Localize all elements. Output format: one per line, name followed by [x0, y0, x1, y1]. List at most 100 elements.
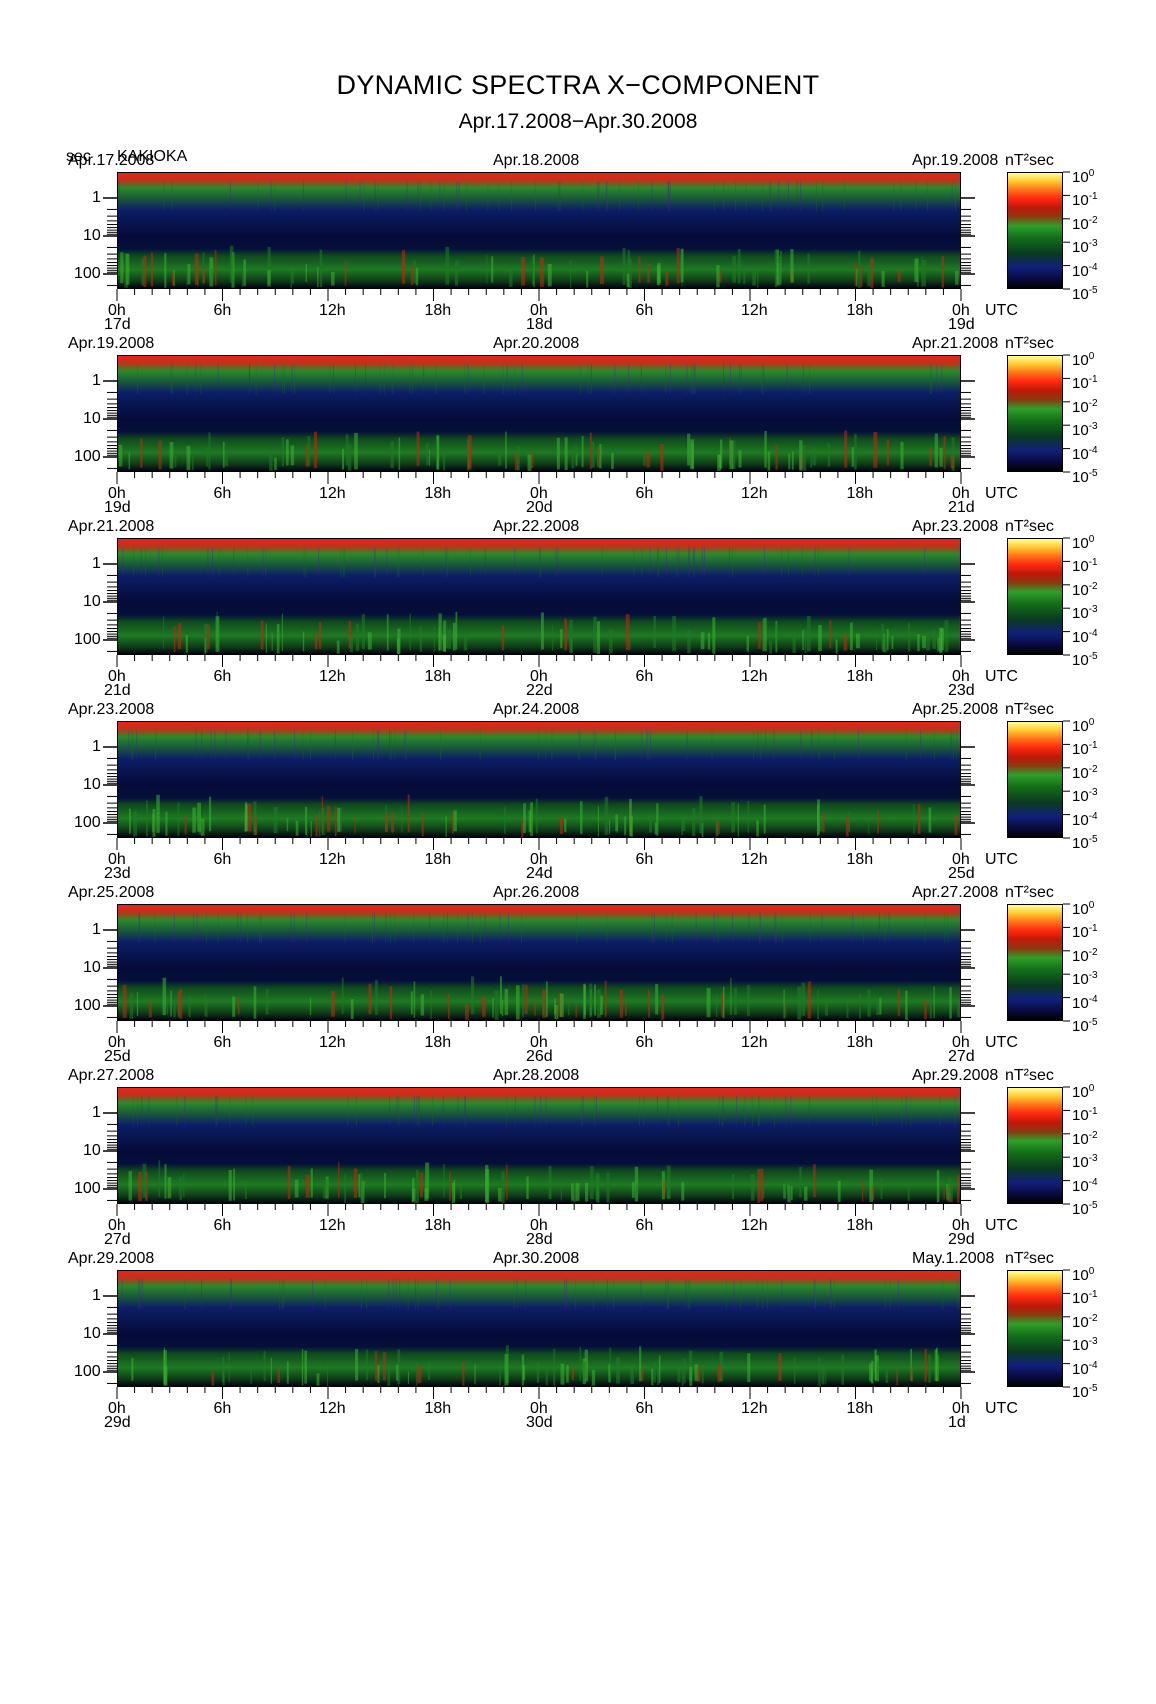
day-label: 30d: [526, 1414, 553, 1431]
x-tick-label: 0h: [952, 668, 970, 685]
x-tick-label: 0h: [108, 485, 126, 502]
colorbar-tick-base: 10: [1072, 558, 1089, 576]
colorbar-tick-base: 10: [1072, 1313, 1089, 1331]
x-tick-label: 0h: [530, 668, 548, 685]
x-tick-label: 12h: [741, 668, 768, 685]
colorbar-tick-base: 10: [1072, 169, 1089, 186]
spectrogram-panel: Apr.17.2008 Apr.18.2008 Apr.19.2008 nT²sec 1…: [0, 153, 1156, 336]
x-tick-label: 6h: [635, 1400, 654, 1417]
x-unit-label: UTC: [985, 851, 1018, 868]
panel-date-right: May.1.2008: [912, 1250, 995, 1267]
colorbar-tick-exponent: -1: [1088, 923, 1098, 935]
colorbar-tick-exponent: -3: [1088, 1153, 1098, 1165]
y-tick-label: 10: [83, 227, 101, 244]
colorbar-tick-label: 10-3: [1072, 785, 1098, 805]
day-label: 28d: [526, 1231, 553, 1248]
panel-date-left: Apr.25.2008: [68, 884, 155, 901]
x-tick-label: 12h: [319, 1217, 346, 1234]
y-tick-label: 1: [92, 189, 101, 206]
colorbar-tick-label: 10-4: [1072, 443, 1098, 463]
colorbar-tick-exponent: -3: [1088, 604, 1098, 616]
colorbar-axis: [1063, 720, 1070, 839]
colorbar-tick-exponent: 0: [1088, 900, 1095, 911]
colorbar-tick-label: 10-1: [1072, 372, 1098, 392]
colorbar-tick-exponent: -4: [1088, 261, 1098, 273]
colorbar-tick-label: 10-3: [1072, 1334, 1098, 1354]
colorbar-tick-base: 10: [1072, 352, 1089, 369]
y-tick-label: 100: [74, 814, 101, 831]
x-tick-label: 0h: [108, 668, 126, 685]
x-tick-label: 18h: [424, 668, 452, 685]
day-label: 23d: [104, 865, 131, 882]
x-tick-label: 18h: [846, 851, 874, 868]
colorbar-tick-exponent: -2: [1088, 946, 1098, 958]
chart-title: DYNAMIC SPECTRA X−COMPONENT: [336, 70, 820, 100]
colorbar-tick-exponent: -2: [1088, 580, 1098, 592]
x-tick-label: 18h: [424, 1034, 452, 1051]
colorbar-tick-label: 10-2: [1072, 396, 1098, 416]
spectrogram-image: [118, 539, 960, 654]
spectrogram-image: [118, 722, 960, 837]
x-tick-label: 18h: [846, 668, 874, 685]
colorbar-tick-exponent: -5: [1088, 468, 1098, 479]
panel-date-mid: Apr.26.2008: [493, 884, 580, 901]
y-unit-label: sec: [66, 148, 91, 165]
panel-date-left: Apr.17.2008: [68, 152, 155, 169]
y-tick-label: 100: [74, 448, 101, 465]
colorbar-tick-base: 10: [1072, 1084, 1089, 1101]
colorbar-tick-label: 10-4: [1072, 260, 1098, 280]
colorbar: [1007, 904, 1063, 1021]
colorbar-tick-exponent: -5: [1088, 285, 1098, 296]
colorbar-tick-label: 10-4: [1072, 1175, 1098, 1195]
colorbar-tick-exponent: -2: [1088, 397, 1098, 409]
colorbar-tick-base: 10: [1072, 445, 1089, 463]
y-tick-label: 1: [92, 372, 101, 389]
spectrogram-image: [118, 173, 960, 288]
x-tick-label: 6h: [213, 1217, 232, 1234]
colorbar-unit-label: nT²sec: [1005, 1250, 1054, 1267]
x-tick-label: 18h: [424, 1400, 452, 1417]
colorbar: [1007, 355, 1063, 472]
y-tick-label: 10: [83, 410, 101, 427]
x-tick-label: 6h: [213, 1400, 232, 1417]
colorbar-tick-label: 10-5: [1072, 1198, 1098, 1218]
x-tick-label: 6h: [635, 668, 654, 685]
colorbar-tick-exponent: 0: [1088, 351, 1095, 362]
x-tick-label: 0h: [952, 1217, 970, 1234]
colorbar-tick-exponent: -3: [1088, 1336, 1098, 1348]
colorbar-tick-label: 100: [1072, 715, 1094, 735]
day-label: 25d: [104, 1048, 131, 1065]
colorbar-tick-label: 10-5: [1072, 832, 1098, 852]
panel-date-right: Apr.25.2008: [912, 701, 999, 718]
y-tick-label: 10: [83, 1325, 101, 1342]
colorbar-tick-label: 10-5: [1072, 466, 1098, 486]
x-tick-label: 12h: [741, 1217, 768, 1234]
colorbar-tick-label: 10-2: [1072, 762, 1098, 782]
colorbar-tick-label: 10-2: [1072, 945, 1098, 965]
x-tick-label: 0h: [530, 302, 548, 319]
x-tick-label: 0h: [108, 1400, 126, 1417]
day-label: 27d: [104, 1231, 131, 1248]
day-label: 22d: [526, 682, 553, 699]
colorbar-tick-exponent: 0: [1088, 1083, 1095, 1094]
y-tick-label: 100: [74, 631, 101, 648]
x-tick-label: 0h: [530, 1034, 548, 1051]
panel-date-right: Apr.29.2008: [912, 1067, 999, 1084]
x-unit-label: UTC: [985, 1217, 1018, 1234]
panel-date-left: Apr.19.2008: [68, 335, 155, 352]
station-name: KAKIOKA: [117, 148, 188, 165]
colorbar-tick-exponent: -5: [1088, 1017, 1098, 1028]
colorbar-tick-exponent: 0: [1088, 168, 1095, 179]
colorbar-tick-exponent: -1: [1088, 374, 1098, 386]
x-tick-label: 12h: [319, 302, 346, 319]
spectrogram-plot: [117, 721, 961, 838]
x-tick-label: 6h: [635, 302, 654, 319]
x-tick-label: 18h: [846, 302, 874, 319]
x-tick-label: 6h: [213, 851, 232, 868]
colorbar-tick-exponent: -3: [1088, 238, 1098, 250]
colorbar-tick-base: 10: [1072, 994, 1089, 1012]
colorbar: [1007, 1087, 1063, 1204]
colorbar-tick-base: 10: [1072, 262, 1089, 280]
y-tick-label: 100: [74, 997, 101, 1014]
day-label: 29d: [104, 1414, 131, 1431]
